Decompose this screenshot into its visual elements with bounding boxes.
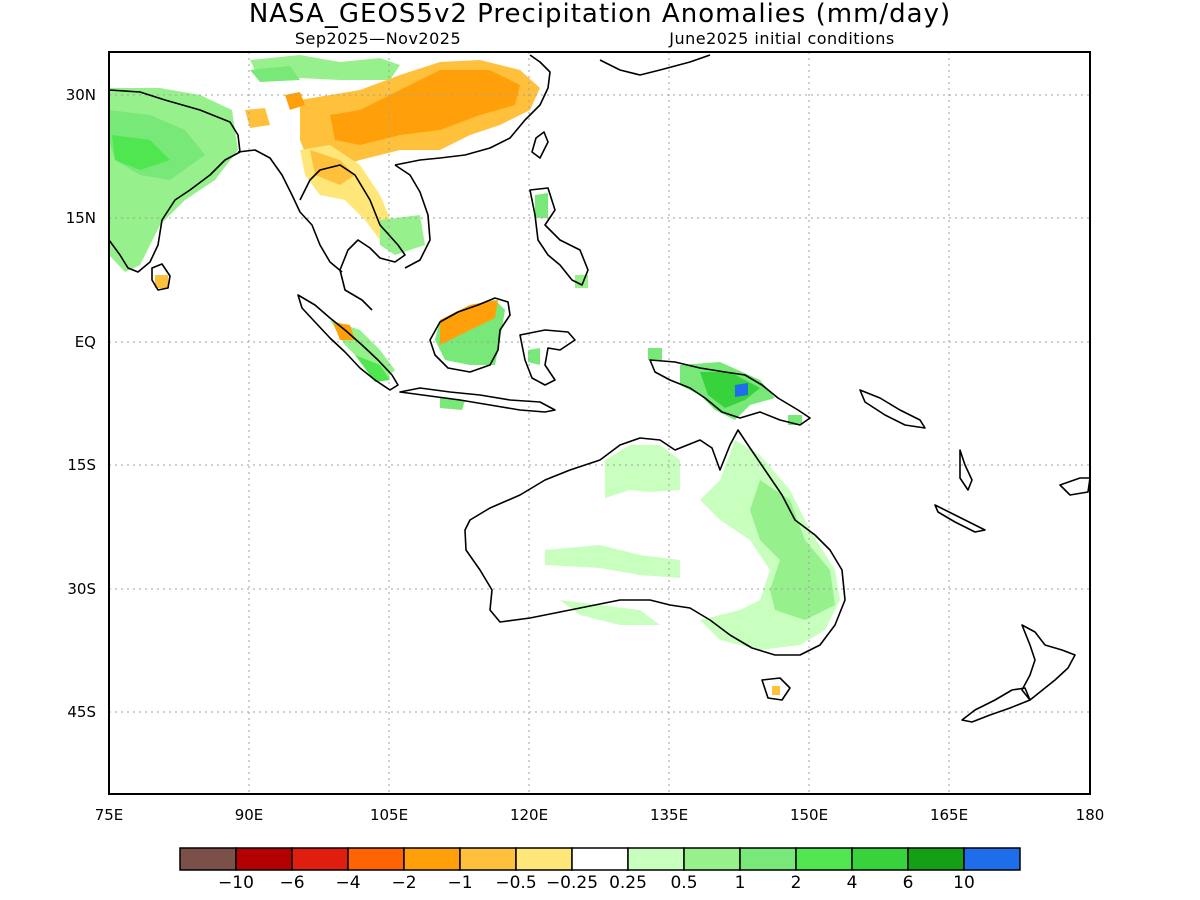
colorbar-swatch <box>515 847 573 871</box>
coast-java <box>399 387 556 413</box>
coast-china <box>394 54 551 166</box>
colorbar-swatch <box>459 847 517 871</box>
coast-japan <box>599 54 711 76</box>
lat-label: 15N <box>66 209 96 227</box>
coast-fiji <box>1059 477 1090 496</box>
coast-new-caledonia <box>934 504 986 533</box>
lon-label: 165E <box>930 806 968 824</box>
colorbar-label: 1 <box>735 873 746 893</box>
lon-label: 90E <box>235 806 264 824</box>
colorbar-label: −4 <box>335 873 360 893</box>
season-label: Sep2025—Nov2025 <box>295 29 461 48</box>
colorbar-swatch <box>235 847 293 871</box>
colorbar-label: −0.25 <box>546 873 598 893</box>
colorbar-swatch <box>571 847 629 871</box>
colorbar-label: 2 <box>791 873 802 893</box>
coast-nz-south <box>961 687 1031 723</box>
colorbar-label: 4 <box>847 873 858 893</box>
coast-indochina <box>299 164 406 311</box>
coast-australia <box>464 429 846 656</box>
coast-india <box>109 89 241 273</box>
coast-nz-north <box>1021 624 1076 701</box>
lon-label: 180 <box>1076 806 1105 824</box>
lat-label: 15S <box>67 456 96 474</box>
colorbar-swatch <box>291 847 349 871</box>
lon-axis: 75E 90E 105E 120E 135E 150E 165E 180 <box>95 806 1105 824</box>
lon-label: 135E <box>650 806 688 824</box>
lat-label: EQ <box>75 333 96 351</box>
map-title: NASA_GEOS5v2 Precipitation Anomalies (mm… <box>249 0 951 29</box>
coast-taiwan <box>531 131 549 159</box>
coast-bay-of-bengal <box>237 149 343 273</box>
plot-frame <box>108 51 1091 795</box>
coast-vietnam <box>394 164 431 269</box>
map-area <box>109 52 1090 794</box>
lat-axis: 30N 15N EQ 15S 30S 45S <box>66 86 96 721</box>
colorbar-swatch <box>795 847 853 871</box>
lat-label: 45S <box>67 703 96 721</box>
coast-new-guinea <box>649 359 811 426</box>
lat-label: 30S <box>67 580 96 598</box>
colorbar-swatch <box>179 847 237 871</box>
colorbar-swatch <box>627 847 685 871</box>
coastlines <box>109 54 1090 723</box>
coast-vanuatu <box>959 449 973 491</box>
colorbar-label: 6 <box>903 873 914 893</box>
coast-sumatra <box>297 294 399 391</box>
colorbar-label: −0.5 <box>495 873 536 893</box>
colorbar-label: −2 <box>391 873 416 893</box>
colorbar: −10 −6 −4 −2 −1 −0.5 −0.25 0.25 0.5 1 2 4 6 10 <box>179 847 1021 893</box>
graticule <box>109 52 1090 794</box>
colorbar-label: −1 <box>447 873 472 893</box>
lon-label: 75E <box>95 806 124 824</box>
colorbar-label: 10 <box>953 873 975 893</box>
lon-label: 105E <box>370 806 408 824</box>
colorbar-swatch <box>851 847 909 871</box>
coast-philippines <box>529 187 589 286</box>
colorbar-swatch <box>683 847 741 871</box>
lon-label: 150E <box>790 806 828 824</box>
colorbar-swatch <box>739 847 797 871</box>
coast-srilanka <box>151 263 171 291</box>
colorbar-swatch <box>907 847 965 871</box>
colorbar-swatch <box>403 847 461 871</box>
coast-solomons <box>859 389 926 429</box>
colorbar-label: 0.5 <box>670 873 697 893</box>
colorbar-label: −10 <box>218 873 254 893</box>
coast-tasmania <box>761 677 791 701</box>
coast-sulawesi <box>519 329 576 386</box>
initial-conditions-label: June2025 initial conditions <box>668 29 895 48</box>
colorbar-swatch <box>963 847 1021 871</box>
colorbar-label: −6 <box>279 873 304 893</box>
lat-label: 30N <box>66 86 96 104</box>
anomaly-shading <box>109 55 840 695</box>
coast-borneo <box>429 297 511 373</box>
colorbar-label: 0.25 <box>609 873 647 893</box>
lon-label: 120E <box>510 806 548 824</box>
colorbar-swatch <box>347 847 405 871</box>
